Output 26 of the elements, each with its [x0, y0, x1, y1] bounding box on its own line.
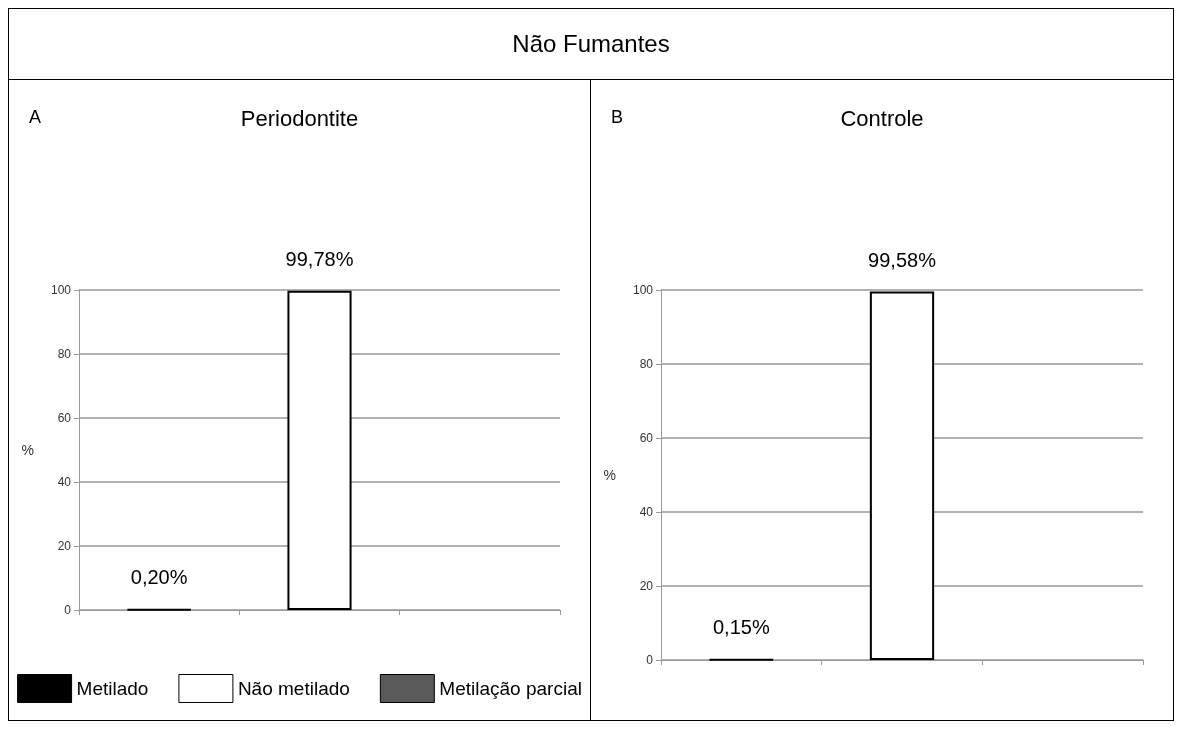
y-tick-label: 80 — [57, 347, 72, 361]
y-tick-label: 60 — [57, 411, 72, 425]
legend-label: Não metilado — [237, 678, 350, 699]
y-tick-label: 100 — [632, 283, 654, 297]
legend-label: Metilação parcial — [439, 678, 582, 699]
data-label: 99,78% — [285, 247, 354, 270]
y-tick-label: 60 — [639, 431, 654, 445]
y-tick-label: 0 — [64, 603, 72, 617]
legend-label: Metilado — [76, 678, 149, 699]
data-label: 0,15% — [712, 615, 770, 638]
y-tick-label: 40 — [639, 505, 654, 519]
chart-title: Periodontite — [240, 105, 359, 131]
y-tick-label: 20 — [639, 579, 654, 593]
y-tick-label: 40 — [57, 475, 72, 489]
y-axis-title: % — [21, 442, 34, 458]
text: B — [611, 107, 624, 127]
data-label: 0,20% — [130, 565, 188, 588]
y-tick-label: 20 — [57, 539, 72, 553]
text: A — [29, 107, 42, 127]
y-tick-label: 100 — [50, 283, 72, 297]
chart-title: Controle — [840, 105, 924, 131]
text: Não Fumantes — [9, 9, 1173, 80]
data-label: 99,58% — [868, 248, 937, 271]
y-tick-label: 0 — [646, 653, 654, 667]
y-tick-label: 80 — [639, 357, 654, 371]
y-axis-title: % — [603, 467, 616, 483]
